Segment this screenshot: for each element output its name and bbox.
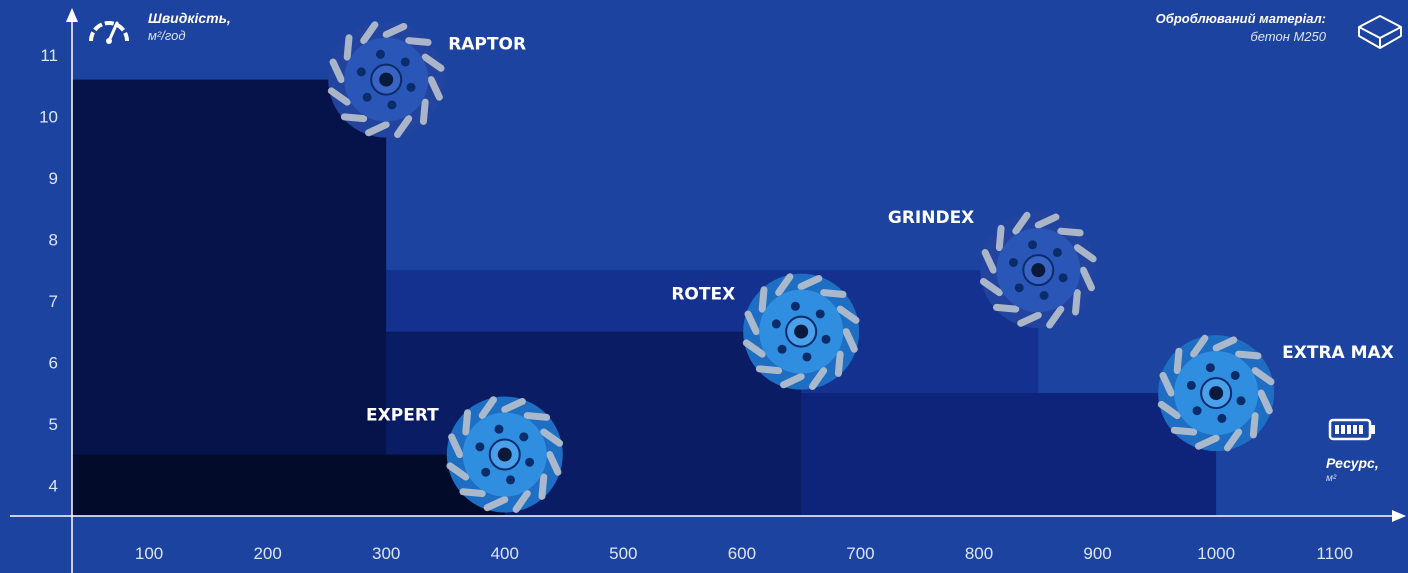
y-axis-title-text: Швидкість,	[148, 10, 231, 26]
resource-block-raptor	[72, 79, 387, 517]
x-tick-label: 800	[965, 544, 993, 563]
product-label-grindex: GRINDEX	[888, 208, 974, 228]
battery-icon	[1328, 418, 1375, 441]
x-axis-title: Ресурс, м²	[1326, 455, 1379, 484]
product-label-rotex: ROTEX	[671, 285, 735, 305]
y-tick-label: 6	[49, 353, 58, 372]
resource-blocks	[72, 79, 1217, 517]
x-tick-label: 300	[372, 544, 400, 563]
y-tick-label: 10	[39, 107, 58, 126]
speedometer-icon	[89, 21, 129, 44]
x-tick-label: 600	[728, 544, 756, 563]
x-axis-arrow	[1392, 510, 1406, 522]
tick-labels: 100 200 300 400 500 600 700 800 900 1000 1100 4 5 6 7 8…	[39, 46, 1353, 563]
x-tick-label: 900	[1083, 544, 1111, 563]
resource-block-expert	[72, 454, 505, 516]
x-tick-label: 1000	[1197, 544, 1235, 563]
disc-expert	[446, 396, 564, 513]
x-tick-label: 1100	[1316, 544, 1353, 563]
y-tick-label: 7	[49, 292, 58, 311]
concrete-block-icon	[1358, 15, 1402, 49]
disc-raptor	[327, 21, 445, 138]
y-tick-label: 5	[49, 415, 58, 434]
material-value: бетон М250	[1250, 29, 1326, 44]
y-tick-label: 11	[40, 46, 58, 65]
axes	[10, 8, 1406, 573]
product-label-extra-max: EXTRA MAX	[1282, 343, 1394, 363]
y-tick-label: 4	[49, 476, 58, 495]
disc-grindex	[979, 211, 1097, 329]
x-axis-title-text: Ресурс,	[1326, 455, 1379, 471]
product-label-raptor: RAPTOR	[448, 35, 526, 55]
x-tick-label: 400	[491, 544, 519, 563]
y-axis-arrow	[66, 8, 78, 22]
y-tick-label: 8	[49, 230, 58, 249]
disc-rotex	[742, 273, 860, 390]
x-tick-label: 700	[846, 544, 874, 563]
x-tick-label: 500	[609, 544, 637, 563]
x-axis-unit: м²	[1326, 473, 1337, 484]
y-axis-title: Швидкість, м²/год	[148, 10, 231, 43]
material-info: Оброблюваний матеріал: бетон М250	[1156, 11, 1326, 44]
product-points	[327, 21, 1275, 513]
product-labels: RAPTOR EXPERT ROTEX GRINDEX EXTRA MAX	[366, 35, 1394, 426]
y-axis-unit: м²/год	[148, 28, 186, 43]
x-tick-label: 200	[253, 544, 281, 563]
disc-extra-max	[1157, 334, 1275, 452]
x-tick-label: 100	[135, 544, 163, 563]
material-title: Оброблюваний матеріал:	[1155, 11, 1326, 26]
product-label-expert: EXPERT	[366, 406, 439, 426]
y-tick-label: 9	[49, 169, 58, 188]
